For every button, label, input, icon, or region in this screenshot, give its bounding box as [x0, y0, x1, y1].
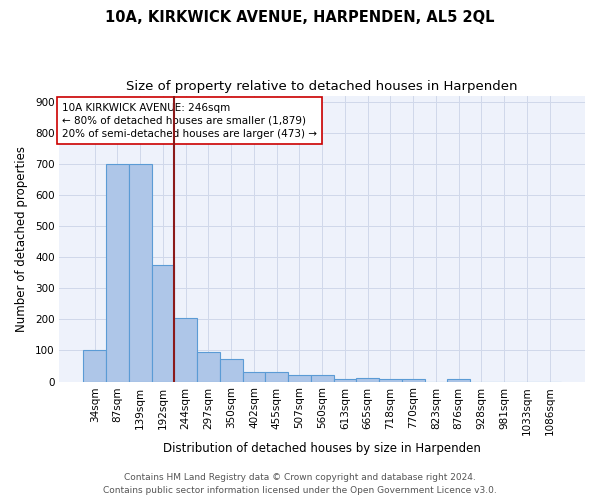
Text: 10A KIRKWICK AVENUE: 246sqm
← 80% of detached houses are smaller (1,879)
20% of : 10A KIRKWICK AVENUE: 246sqm ← 80% of det… — [62, 102, 317, 139]
Bar — [220, 359, 242, 382]
Text: 10A, KIRKWICK AVENUE, HARPENDEN, AL5 2QL: 10A, KIRKWICK AVENUE, HARPENDEN, AL5 2QL — [105, 10, 495, 25]
Bar — [356, 378, 379, 382]
Bar — [265, 372, 288, 382]
Y-axis label: Number of detached properties: Number of detached properties — [15, 146, 28, 332]
Bar — [83, 350, 106, 382]
Bar — [288, 376, 311, 382]
Title: Size of property relative to detached houses in Harpenden: Size of property relative to detached ho… — [127, 80, 518, 93]
Bar — [152, 265, 175, 382]
Text: Contains HM Land Registry data © Crown copyright and database right 2024.
Contai: Contains HM Land Registry data © Crown c… — [103, 474, 497, 495]
Bar — [129, 164, 152, 382]
Bar — [334, 379, 356, 382]
Bar — [402, 379, 425, 382]
Bar — [448, 379, 470, 382]
Bar — [106, 164, 129, 382]
Bar — [197, 352, 220, 382]
Bar — [242, 372, 265, 382]
Bar — [311, 374, 334, 382]
X-axis label: Distribution of detached houses by size in Harpenden: Distribution of detached houses by size … — [163, 442, 481, 455]
Bar — [379, 380, 402, 382]
Bar — [175, 318, 197, 382]
